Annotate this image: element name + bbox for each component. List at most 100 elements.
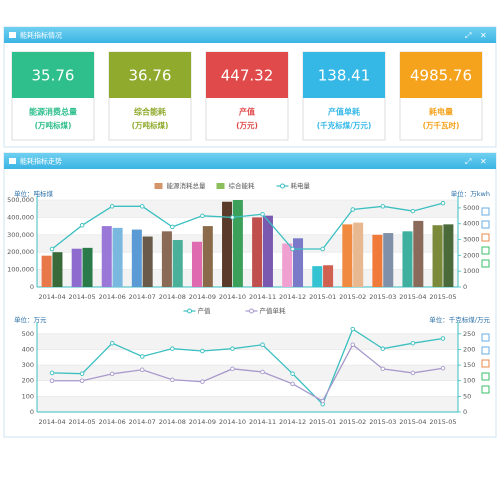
y2-tick-label: 150 xyxy=(463,361,475,369)
x-tick-label: 2014-11 xyxy=(249,418,276,426)
card-unit: (千克标煤/万元) xyxy=(317,120,372,130)
point xyxy=(440,336,446,341)
bar xyxy=(232,200,243,287)
point xyxy=(170,346,175,351)
legend-label: 综合能耗 xyxy=(229,181,256,190)
y-tick-label: 400 xyxy=(22,345,34,353)
card-top xyxy=(12,52,94,98)
point xyxy=(260,211,265,217)
point xyxy=(49,370,55,376)
point xyxy=(410,340,416,346)
point xyxy=(109,371,115,377)
card-label: 产值单耗 xyxy=(328,107,360,117)
tool-icon xyxy=(481,220,490,229)
point xyxy=(440,200,446,206)
y-tick-label: 200 xyxy=(22,377,34,385)
panel-header xyxy=(4,153,496,169)
bar xyxy=(293,238,304,287)
bar xyxy=(41,255,52,287)
x-tick-label: 2014-08 xyxy=(159,418,186,426)
x-tick-label: 2015-04 xyxy=(399,293,426,301)
x-tick-label: 2014-05 xyxy=(69,418,96,426)
y-tick-label: 400,000 xyxy=(7,213,34,221)
x-tick-label: 2014-11 xyxy=(249,293,276,301)
bar xyxy=(312,266,323,287)
bar xyxy=(112,227,123,287)
tool-icon xyxy=(481,346,490,355)
point xyxy=(79,371,85,376)
grid-band xyxy=(37,396,458,412)
grid-band xyxy=(37,234,458,253)
point xyxy=(79,378,85,383)
tool-icon xyxy=(481,385,490,394)
line xyxy=(52,343,444,402)
bar xyxy=(52,252,63,287)
y2-tick-label: 0 xyxy=(463,283,467,291)
point xyxy=(139,354,145,359)
point xyxy=(290,246,295,252)
legend-swatch xyxy=(154,183,163,189)
bar xyxy=(342,224,353,287)
x-tick-label: 2014-07 xyxy=(129,418,156,426)
svg-text:⤢: ⤢ xyxy=(464,157,471,166)
y2-axis-label: 单位：万kwh xyxy=(451,189,490,198)
card-label: 能源消费总量 xyxy=(29,107,77,117)
point xyxy=(79,223,85,228)
y-tick-label: 200,000 xyxy=(7,248,34,256)
point xyxy=(260,369,265,375)
x-tick-label: 2014-09 xyxy=(189,418,216,426)
svg-text:⤢: ⤢ xyxy=(464,31,471,40)
point xyxy=(380,204,386,209)
tool-icon xyxy=(481,359,490,368)
bar xyxy=(323,265,334,287)
bar xyxy=(262,215,273,287)
y2-tick-label: 0 xyxy=(463,408,467,416)
card-top xyxy=(400,52,482,98)
tool-icon xyxy=(481,233,490,242)
card-value: 4985.76 xyxy=(410,67,472,85)
x-tick-label: 2015-01 xyxy=(309,293,336,301)
x-tick-label: 2015-04 xyxy=(399,418,426,426)
point xyxy=(200,213,205,219)
x-tick-label: 2014-12 xyxy=(279,293,306,301)
y-tick-label: 300,000 xyxy=(7,231,34,239)
point xyxy=(49,246,55,252)
y2-tick-label: 100 xyxy=(463,377,475,385)
legend-label: 能源消耗总量 xyxy=(167,181,207,190)
y-tick-label: 500 xyxy=(22,330,34,338)
x-tick-label: 2014-06 xyxy=(99,418,126,426)
bar xyxy=(432,225,443,287)
y-tick-label: 0 xyxy=(30,283,34,291)
bar xyxy=(413,220,424,287)
point xyxy=(139,204,145,209)
tool-icon xyxy=(481,333,490,342)
x-tick-label: 2014-04 xyxy=(38,293,65,301)
point xyxy=(260,342,265,348)
bar xyxy=(383,233,394,287)
y-axis-label: 单位：万元 xyxy=(14,315,47,324)
card-label: 综合能耗 xyxy=(134,107,166,117)
x-tick-label: 2015-02 xyxy=(339,418,366,426)
x-tick-label: 2015-01 xyxy=(309,418,336,426)
y2-tick-label: 5000 xyxy=(463,204,480,212)
bar xyxy=(202,226,213,287)
y2-tick-label: 4000 xyxy=(463,220,480,228)
point xyxy=(109,204,115,209)
card-value: 36.76 xyxy=(129,67,172,85)
line xyxy=(51,202,444,250)
x-tick-label: 2015-03 xyxy=(369,418,396,426)
tool-icon xyxy=(481,207,490,216)
x-tick-label: 2014-08 xyxy=(159,293,186,301)
card-top xyxy=(206,52,288,98)
point xyxy=(109,340,115,346)
point xyxy=(350,207,356,212)
x-tick-label: 2014-07 xyxy=(129,293,156,301)
point xyxy=(350,326,356,332)
bar xyxy=(161,231,172,287)
x-tick-label: 2014-05 xyxy=(69,293,96,301)
bar xyxy=(372,234,383,287)
panel-header xyxy=(4,27,496,43)
bar xyxy=(131,229,142,287)
panel-title: 能耗指标走势 xyxy=(20,157,62,166)
legend-swatch xyxy=(187,308,192,314)
